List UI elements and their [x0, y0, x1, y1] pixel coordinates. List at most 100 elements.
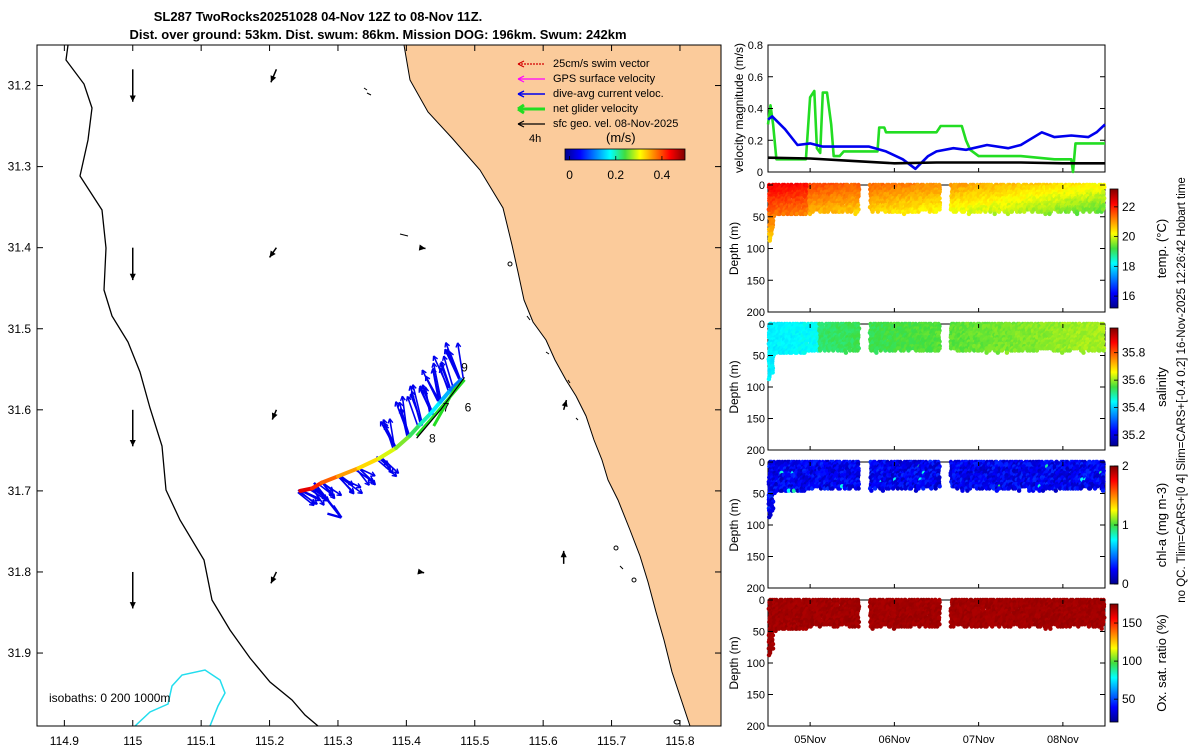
section-ytick-label: 0 — [759, 319, 765, 331]
section-sample-dot — [843, 350, 849, 355]
section-sample-dot — [1039, 209, 1044, 214]
section-sample-dot — [891, 209, 896, 214]
dive-avg-current-head — [442, 355, 448, 362]
dive-avg-current-head — [370, 479, 377, 486]
section-sample-dot — [1100, 207, 1106, 212]
velocity-series-line — [766, 89, 1105, 174]
velocity-ticks: 00.20.40.60.8 — [748, 40, 1105, 179]
section-sample-dot — [869, 488, 874, 493]
velocity-series-line — [767, 115, 1106, 171]
dive-avg-current-vector — [309, 488, 328, 502]
dive-avg-current-vector — [439, 367, 449, 391]
section-sample-dot — [936, 348, 941, 353]
section-sample-dot — [1081, 350, 1086, 355]
dive-avg-current-head — [357, 488, 364, 495]
legend-gps-arrowhead — [517, 75, 525, 83]
dive-avg-current-head — [399, 408, 405, 414]
dive-avg-current-head — [387, 418, 394, 424]
section-sample-dot — [855, 348, 860, 353]
section-sample-dot — [855, 209, 860, 214]
dive-avg-current-head — [431, 362, 438, 368]
map-axis-ticks: 114.9 115 115.1 115.2 115.3 115.4 115.5 115.6 11… — [8, 45, 721, 748]
legend-colorbar-ticks: 0 0.2 0.4 — [566, 156, 671, 182]
velocity-series-line — [767, 156, 1105, 165]
legend-sfc-arrowhead — [517, 120, 525, 128]
dive-avg-current-vector — [444, 342, 462, 382]
section-ytick-label: 200 — [747, 445, 765, 457]
section-sample-dot — [1092, 348, 1097, 353]
dive-avg-current-vector — [376, 459, 398, 478]
surface-vector-head — [560, 550, 567, 558]
section-colorbar-tick-label: 18 — [1122, 259, 1136, 273]
dive-avg-current-head — [444, 342, 450, 348]
section-ytick-label: 150 — [747, 414, 765, 426]
dive-avg-current-head — [408, 385, 415, 391]
section-ytick-label: 0 — [759, 180, 765, 192]
velocity-series — [766, 89, 1106, 174]
dive-avg-current-vector — [322, 482, 334, 497]
section-colorbar-tick-label: 22 — [1122, 200, 1136, 214]
dive-avg-current-vector — [358, 467, 376, 486]
section-colorbar-tick-label: 20 — [1122, 230, 1136, 244]
lat-tick-label: 31.4 — [8, 241, 32, 255]
section-colorbar-tick-label: 16 — [1122, 289, 1136, 303]
dive-avg-current-head — [424, 375, 431, 382]
waypoint-label: 8 — [429, 431, 436, 445]
section-sample-dot — [789, 350, 794, 355]
glider-track-segment — [428, 399, 443, 416]
section-sample-dot — [883, 209, 888, 214]
dive-avg-current-head — [381, 418, 388, 425]
glider-track-segment — [418, 411, 433, 427]
velocity-ytick-label: 0 — [757, 167, 763, 179]
section-ytick-label: 100 — [747, 382, 765, 394]
section-sample-dot — [908, 486, 914, 491]
coastline-west — [65, 45, 319, 726]
section-sample-dot — [1016, 488, 1022, 493]
dive-avg-current-vector — [300, 490, 321, 502]
dive-avg-current-vector — [310, 486, 325, 506]
surface-vector-head — [561, 400, 568, 407]
section-sample-dot — [992, 211, 997, 217]
surface-vector-head — [129, 273, 136, 281]
legend-dive-label: dive-avg current veloc. — [553, 88, 664, 100]
surface-vector-head — [271, 412, 278, 420]
section-sample-dot — [1034, 348, 1040, 353]
dive-avg-current-head — [336, 490, 343, 497]
dive-avg-current-head — [438, 367, 445, 374]
glider-track-segment — [377, 445, 399, 461]
lon-tick-label: 115.3 — [323, 734, 352, 748]
velocity-ytick-label: 0.8 — [748, 40, 763, 52]
dive-avg-current-vector — [456, 342, 464, 379]
legend-colorbar-tick-label: 0.2 — [607, 168, 624, 182]
dive-avg-current-head — [364, 480, 370, 486]
legend-gps-label: GPS surface velocity — [553, 73, 656, 85]
isobath-note: isobaths: 0 200 1000m — [49, 691, 170, 705]
dive-avg-current-vector — [424, 387, 431, 416]
legend-colorbar — [564, 148, 686, 161]
dive-avg-current-head — [439, 361, 446, 367]
dive-avg-current-head — [348, 488, 355, 495]
glider-track-layer — [297, 342, 466, 519]
section-sample-dot — [794, 211, 800, 217]
glider-track-segment — [319, 474, 340, 485]
section-sample-dot — [1097, 348, 1103, 353]
section-colorbar-tick-label: 35.6 — [1122, 373, 1146, 387]
lon-tick-label: 115.7 — [597, 734, 626, 748]
section-colorbar-label: salinity — [1154, 367, 1169, 407]
dive-avg-current-head — [370, 471, 376, 477]
section-ytick-label: 200 — [747, 307, 765, 319]
lat-tick-label: 31.8 — [8, 565, 32, 579]
section-ytick-label: 100 — [747, 244, 765, 256]
section-sample-dot — [1021, 209, 1027, 214]
dive-avg-current-head — [405, 395, 412, 402]
map-frame — [36, 44, 722, 727]
reef-islets — [363, 87, 681, 725]
section-sample-dot — [769, 231, 774, 237]
dive-avg-current-vector — [432, 362, 442, 402]
section-sample-dot — [1009, 209, 1014, 214]
lat-tick-label: 31.9 — [8, 646, 32, 660]
dive-avg-current-vector — [380, 456, 400, 474]
section-sample-dot — [880, 488, 886, 493]
